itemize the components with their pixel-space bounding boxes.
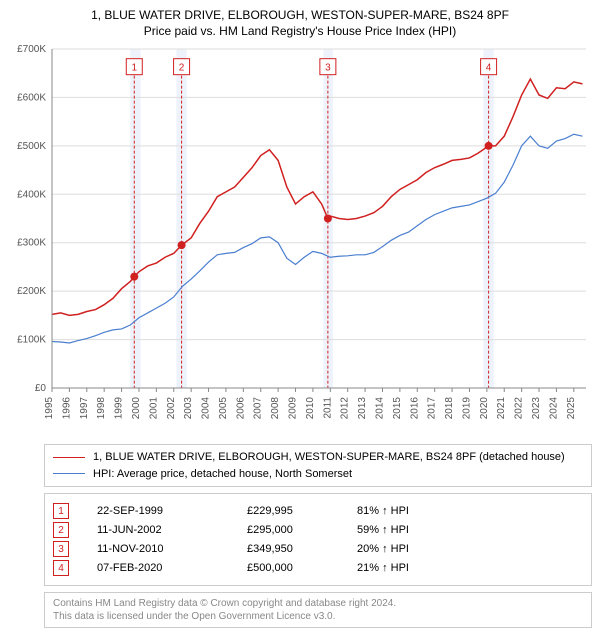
legend-swatch-hpi [53,473,85,474]
sale-date: 22-SEP-1999 [97,505,247,517]
svg-text:2: 2 [179,63,185,74]
svg-text:2021: 2021 [496,397,507,420]
svg-text:2007: 2007 [253,397,264,420]
svg-text:2019: 2019 [461,397,472,420]
svg-text:3: 3 [325,63,331,74]
svg-text:£300K: £300K [17,238,46,249]
svg-text:£600K: £600K [17,93,46,104]
title-line1: 1, BLUE WATER DRIVE, ELBOROUGH, WESTON-S… [8,8,592,24]
svg-text:2001: 2001 [148,397,159,420]
sale-pct: 81% ↑ HPI [357,505,409,517]
sale-pct: 59% ↑ HPI [357,524,409,536]
sales-row: 2 11-JUN-2002£295,00059% ↑ HPI [53,522,583,538]
svg-text:£0: £0 [35,383,47,394]
svg-text:2003: 2003 [183,397,194,420]
svg-text:2002: 2002 [166,397,177,420]
svg-text:2013: 2013 [357,397,368,420]
legend-label-hpi: HPI: Average price, detached house, Nort… [93,466,352,483]
footer-line1: Contains HM Land Registry data © Crown c… [53,597,583,610]
svg-text:2005: 2005 [218,397,229,420]
legend-swatch-subject [53,457,85,458]
chart-title: 1, BLUE WATER DRIVE, ELBOROUGH, WESTON-S… [8,8,592,39]
svg-text:£500K: £500K [17,141,46,152]
legend-row-hpi: HPI: Average price, detached house, Nort… [53,466,583,483]
legend-row-subject: 1, BLUE WATER DRIVE, ELBOROUGH, WESTON-S… [53,449,583,466]
svg-text:2008: 2008 [270,397,281,420]
svg-text:1996: 1996 [61,397,72,420]
svg-text:1997: 1997 [79,397,90,420]
svg-text:1995: 1995 [44,397,55,420]
sale-price: £295,000 [247,524,357,536]
sales-row: 1 22-SEP-1999£229,99581% ↑ HPI [53,503,583,519]
footer-line2: This data is licensed under the Open Gov… [53,610,583,623]
sales-row: 4 07-FEB-2020£500,00021% ↑ HPI [53,560,583,576]
svg-text:£700K: £700K [17,44,46,55]
svg-text:£200K: £200K [17,286,46,297]
sale-date: 11-JUN-2002 [97,524,247,536]
sales-table: 1 22-SEP-1999£229,99581% ↑ HPI 2 11-JUN-200… [44,493,592,586]
svg-text:2016: 2016 [409,397,420,420]
sale-price: £229,995 [247,505,357,517]
price-chart: £0 £100K £200K £300K £400K £500K £600K £700K 199… [8,43,592,438]
svg-text:2009: 2009 [288,397,299,420]
svg-text:2014: 2014 [374,397,385,420]
sale-marker: 2 [53,522,69,538]
svg-text:1: 1 [131,63,137,74]
title-line2: Price paid vs. HM Land Registry's House … [8,24,592,40]
sale-pct: 21% ↑ HPI [357,562,409,574]
chart-legend: 1, BLUE WATER DRIVE, ELBOROUGH, WESTON-S… [44,444,592,487]
footer-attribution: Contains HM Land Registry data © Crown c… [44,592,592,628]
svg-text:2023: 2023 [531,397,542,420]
svg-text:2011: 2011 [322,397,333,419]
legend-label-subject: 1, BLUE WATER DRIVE, ELBOROUGH, WESTON-S… [93,449,565,466]
svg-text:2006: 2006 [235,397,246,420]
svg-text:2017: 2017 [427,397,438,420]
svg-text:2015: 2015 [392,397,403,420]
sale-price: £500,000 [247,562,357,574]
sale-marker: 1 [53,503,69,519]
sales-row: 3 11-NOV-2010£349,95020% ↑ HPI [53,541,583,557]
sale-date: 11-NOV-2010 [97,543,247,555]
svg-text:£100K: £100K [17,335,46,346]
svg-text:4: 4 [486,63,492,74]
svg-text:2022: 2022 [514,397,525,420]
sale-marker: 3 [53,541,69,557]
sale-pct: 20% ↑ HPI [357,543,409,555]
svg-text:2010: 2010 [305,397,316,420]
svg-text:1998: 1998 [96,397,107,420]
sale-marker: 4 [53,560,69,576]
svg-text:2018: 2018 [444,397,455,420]
svg-text:2020: 2020 [479,397,490,420]
svg-text:2024: 2024 [548,397,559,420]
svg-text:2000: 2000 [131,397,142,420]
sale-date: 07-FEB-2020 [97,562,247,574]
svg-text:1999: 1999 [114,397,125,420]
svg-text:2004: 2004 [201,397,212,420]
svg-text:£400K: £400K [17,189,46,200]
svg-text:2025: 2025 [566,397,577,420]
svg-text:2012: 2012 [340,397,351,420]
sale-price: £349,950 [247,543,357,555]
